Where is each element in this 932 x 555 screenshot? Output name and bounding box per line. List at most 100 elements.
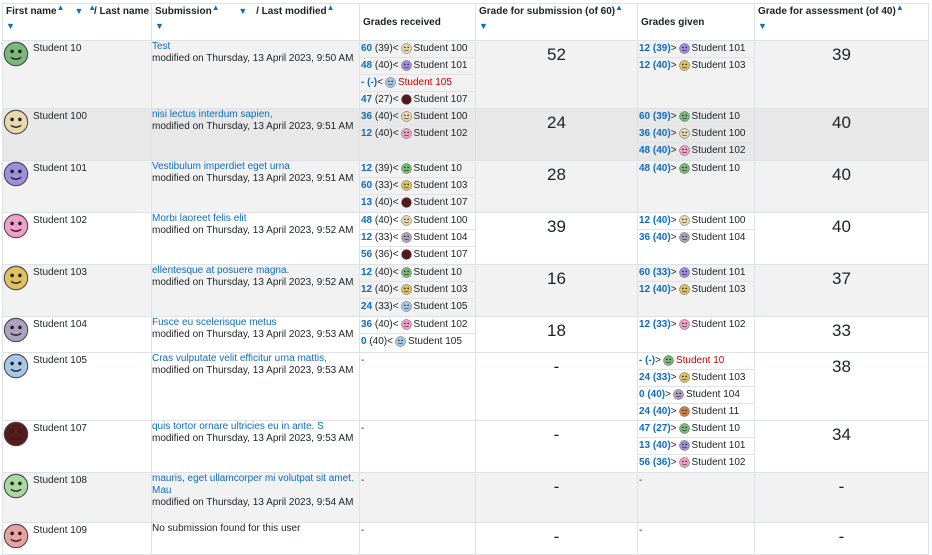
submission-title-link[interactable]: Morbi laoreet felis elit	[152, 213, 247, 224]
avatar[interactable]	[3, 161, 33, 187]
grade-link[interactable]: 12	[639, 43, 651, 54]
sort-asc-icon[interactable]: ▲	[895, 3, 904, 12]
avatar[interactable]	[3, 317, 33, 343]
student-link[interactable]: Student 100	[691, 215, 746, 226]
student-link[interactable]: Student 100	[413, 43, 468, 54]
student-link[interactable]: Student 103	[691, 372, 746, 383]
student-link[interactable]: Student 10	[413, 267, 462, 278]
sort-desc-icon[interactable]: ▼	[6, 21, 15, 31]
grade-link[interactable]: 24	[639, 406, 651, 417]
student-link[interactable]: Student 104	[413, 232, 468, 243]
student-link[interactable]: Student 10	[675, 355, 725, 366]
student-name[interactable]: Student 102	[33, 214, 87, 226]
grade-link[interactable]: 12	[639, 215, 651, 226]
grade-link[interactable]: 24	[639, 372, 651, 383]
grade-link[interactable]: 60	[639, 267, 651, 278]
avatar[interactable]	[3, 213, 33, 239]
student-name[interactable]: Student 107	[33, 422, 87, 434]
last-modified-sort-link[interactable]: / Last modified	[256, 6, 327, 17]
grade-link[interactable]: 12	[639, 319, 651, 330]
student-link[interactable]: Student 100	[691, 128, 746, 139]
sort-asc-icon[interactable]: ▲	[615, 3, 624, 12]
student-link[interactable]: Student 102	[413, 128, 468, 139]
student-name[interactable]: Student 10	[33, 42, 82, 54]
grade-link[interactable]: 12	[361, 284, 373, 295]
student-link[interactable]: Student 103	[691, 60, 746, 71]
last-name-sort-link[interactable]: / Last name	[94, 6, 150, 17]
submission-title-link[interactable]: quis tortor ornare ultricies eu in ante.…	[152, 421, 324, 432]
submission-title-link[interactable]: ellentesque at posuere magna.	[152, 265, 290, 276]
sort-desc-icon[interactable]: ▼	[155, 21, 164, 31]
grade-link[interactable]: 12	[639, 284, 651, 295]
sort-asc-icon[interactable]: ▲	[326, 3, 335, 12]
sort-asc-icon[interactable]: ▲	[211, 3, 220, 12]
grade-link[interactable]: 24	[361, 301, 373, 312]
avatar[interactable]	[3, 109, 33, 135]
grade-link[interactable]: 36	[639, 128, 651, 139]
student-link[interactable]: Student 10	[691, 163, 740, 174]
grade-link[interactable]: 36	[361, 319, 373, 330]
student-link[interactable]: Student 101	[691, 267, 746, 278]
grade-link[interactable]: 56	[361, 249, 373, 260]
grade-link[interactable]: 12	[361, 267, 373, 278]
grade-link[interactable]: 60	[361, 43, 373, 54]
submission-title-link[interactable]: Fusce eu scelerisque metus	[152, 317, 277, 328]
student-link[interactable]: Student 102	[691, 457, 746, 468]
avatar[interactable]	[3, 523, 33, 549]
avatar[interactable]	[3, 265, 33, 291]
grade-link[interactable]: 0	[361, 336, 367, 347]
student-name[interactable]: Student 103	[33, 266, 87, 278]
grade-link[interactable]: 48	[639, 145, 651, 156]
grade-link[interactable]: 48	[361, 60, 373, 71]
grade-link[interactable]: -	[361, 77, 365, 88]
grade-assessment-sort-link[interactable]: Grade for assessment (of 40)	[758, 6, 896, 17]
avatar[interactable]	[3, 421, 33, 447]
grade-link[interactable]: 60	[361, 180, 373, 191]
student-name[interactable]: Student 100	[33, 110, 87, 122]
grade-link[interactable]: 60	[639, 111, 651, 122]
student-link[interactable]: Student 102	[691, 319, 746, 330]
student-link[interactable]: Student 105	[397, 77, 452, 88]
grade-link[interactable]: 48	[639, 163, 651, 174]
avatar[interactable]	[3, 41, 33, 67]
sort-desc-icon[interactable]: ▼	[479, 21, 488, 31]
student-name[interactable]: Student 108	[33, 474, 87, 486]
student-link[interactable]: Student 101	[413, 60, 468, 71]
first-name-sort-link[interactable]: First name	[6, 6, 57, 17]
submission-title-link[interactable]: Cras vulputate velit efficitur urna matt…	[152, 353, 327, 364]
sort-desc-icon[interactable]: ▼	[758, 21, 767, 31]
grade-link[interactable]: 0	[639, 389, 645, 400]
student-name[interactable]: Student 104	[33, 318, 87, 330]
student-link[interactable]: Student 10	[413, 163, 462, 174]
submission-title-link[interactable]: mauris, eget ullamcorper mi volutpat sit…	[152, 473, 354, 496]
grade-link[interactable]: 47	[639, 423, 651, 434]
student-link[interactable]: Student 11	[691, 406, 740, 417]
avatar[interactable]	[3, 353, 33, 379]
grade-link[interactable]: 12	[639, 60, 651, 71]
student-link[interactable]: Student 100	[413, 111, 468, 122]
sort-asc-icon[interactable]: ▲	[88, 3, 97, 12]
student-link[interactable]: Student 10	[691, 111, 740, 122]
grade-link[interactable]: 48	[361, 215, 373, 226]
grade-link[interactable]: 47	[361, 94, 373, 105]
grade-link[interactable]: 36	[639, 232, 651, 243]
grade-link[interactable]: 13	[361, 197, 373, 208]
student-link[interactable]: Student 103	[413, 180, 468, 191]
student-name[interactable]: Student 105	[33, 354, 87, 366]
submission-sort-link[interactable]: Submission	[155, 6, 212, 17]
student-link[interactable]: Student 101	[691, 440, 746, 451]
student-link[interactable]: Student 103	[413, 284, 468, 295]
student-link[interactable]: Student 107	[413, 249, 468, 260]
student-link[interactable]: Student 107	[413, 94, 468, 105]
student-link[interactable]: Student 102	[691, 145, 746, 156]
student-link[interactable]: Student 107	[413, 197, 468, 208]
grade-link[interactable]: 36	[361, 111, 373, 122]
grade-link[interactable]: 13	[639, 440, 651, 451]
student-link[interactable]: Student 101	[691, 43, 746, 54]
avatar[interactable]	[3, 473, 33, 499]
grade-link[interactable]: -	[639, 355, 643, 366]
grade-link[interactable]: 56	[639, 457, 651, 468]
student-name[interactable]: Student 109	[33, 524, 87, 536]
student-link[interactable]: Student 103	[691, 284, 746, 295]
student-link[interactable]: Student 102	[413, 319, 468, 330]
